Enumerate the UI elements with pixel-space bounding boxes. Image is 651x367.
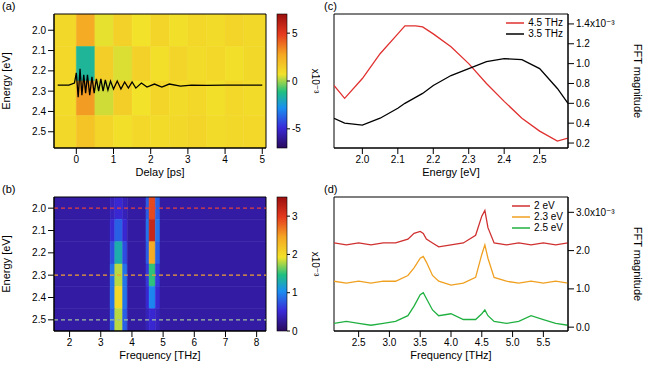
svg-text:6: 6 <box>192 337 198 348</box>
svg-text:FFT magnitude: FFT magnitude <box>632 44 644 118</box>
svg-text:Energy [eV]: Energy [eV] <box>0 235 12 292</box>
svg-text:0.4: 0.4 <box>576 118 590 129</box>
svg-text:1.0: 1.0 <box>576 283 590 294</box>
svg-text:1.4x10⁻³: 1.4x10⁻³ <box>576 18 615 29</box>
svg-text:x10⁻³: x10⁻³ <box>310 69 320 94</box>
svg-text:2.2: 2.2 <box>32 247 46 258</box>
svg-text:5.0: 5.0 <box>506 337 520 348</box>
html-text:3.5 THz: 3.5 THz <box>528 28 563 39</box>
svg-text:3: 3 <box>292 211 298 222</box>
svg-text:2.1: 2.1 <box>32 45 46 56</box>
svg-text:1: 1 <box>292 287 298 298</box>
svg-text:2.3: 2.3 <box>32 270 46 281</box>
svg-text:Delay [ps]: Delay [ps] <box>136 166 185 178</box>
svg-text:4.5: 4.5 <box>475 337 489 348</box>
html-text:2.5 eV: 2.5 eV <box>534 222 563 233</box>
svg-text:3.5: 3.5 <box>413 337 427 348</box>
svg-text:-5: -5 <box>292 123 301 134</box>
svg-text:5: 5 <box>259 154 265 165</box>
svg-text:2.5: 2.5 <box>352 337 366 348</box>
svg-text:2.4: 2.4 <box>32 292 46 303</box>
svg-text:2: 2 <box>292 249 298 260</box>
svg-text:3: 3 <box>185 154 191 165</box>
svg-text:x10⁻³: x10⁻³ <box>310 252 320 277</box>
svg-text:Frequency [THz]: Frequency [THz] <box>410 349 491 361</box>
svg-text:2.3: 2.3 <box>462 154 476 165</box>
svg-text:2: 2 <box>67 337 73 348</box>
svg-text:1.2: 1.2 <box>576 38 590 49</box>
svg-text:2.5: 2.5 <box>32 126 46 137</box>
svg-text:2.0: 2.0 <box>576 245 590 256</box>
svg-text:5: 5 <box>292 28 298 39</box>
svg-text:5: 5 <box>160 337 166 348</box>
svg-text:2.0: 2.0 <box>355 154 369 165</box>
svg-text:4: 4 <box>129 337 135 348</box>
svg-text:2.4: 2.4 <box>497 154 511 165</box>
html-text:4.5 THz: 4.5 THz <box>528 17 563 28</box>
svg-text:2.1: 2.1 <box>391 154 405 165</box>
svg-text:0: 0 <box>74 154 80 165</box>
svg-text:Frequency [THz]: Frequency [THz] <box>119 349 200 361</box>
svg-text:2.2: 2.2 <box>426 154 440 165</box>
svg-text:Energy [eV]: Energy [eV] <box>422 166 479 178</box>
svg-text:7: 7 <box>223 337 229 348</box>
svg-text:4: 4 <box>222 154 228 165</box>
svg-text:2.0: 2.0 <box>32 203 46 214</box>
html-text:2 eV: 2 eV <box>534 200 555 211</box>
svg-text:0: 0 <box>292 76 298 87</box>
html-text:(b): (b) <box>2 183 16 195</box>
svg-text:2.5: 2.5 <box>32 314 46 325</box>
svg-text:Energy [eV]: Energy [eV] <box>0 52 12 109</box>
svg-text:3.0: 3.0 <box>382 337 396 348</box>
svg-text:4.0: 4.0 <box>444 337 458 348</box>
svg-text:1.0: 1.0 <box>576 58 590 69</box>
svg-text:0.8: 0.8 <box>576 78 590 89</box>
svg-text:0.0: 0.0 <box>576 322 590 333</box>
svg-text:0: 0 <box>292 326 298 337</box>
svg-text:FFT magnitude: FFT magnitude <box>632 227 644 301</box>
svg-text:0.2: 0.2 <box>576 138 590 149</box>
svg-text:2: 2 <box>148 154 154 165</box>
html-text:(c): (c) <box>324 0 337 12</box>
html-text:(d): (d) <box>324 183 338 195</box>
svg-text:3: 3 <box>98 337 104 348</box>
html-text:2.3 eV: 2.3 eV <box>534 211 563 222</box>
svg-text:2.5: 2.5 <box>533 154 547 165</box>
svg-text:8: 8 <box>254 337 260 348</box>
svg-text:1: 1 <box>111 154 117 165</box>
svg-text:3.0x10⁻³: 3.0x10⁻³ <box>576 207 615 218</box>
svg-text:2.2: 2.2 <box>32 65 46 76</box>
svg-text:2.1: 2.1 <box>32 225 46 236</box>
html-text:(a): (a) <box>2 0 16 12</box>
svg-text:2.3: 2.3 <box>32 86 46 97</box>
svg-text:5.5: 5.5 <box>536 337 550 348</box>
svg-text:2.0: 2.0 <box>32 25 46 36</box>
svg-text:0.6: 0.6 <box>576 98 590 109</box>
svg-text:2.4: 2.4 <box>32 106 46 117</box>
